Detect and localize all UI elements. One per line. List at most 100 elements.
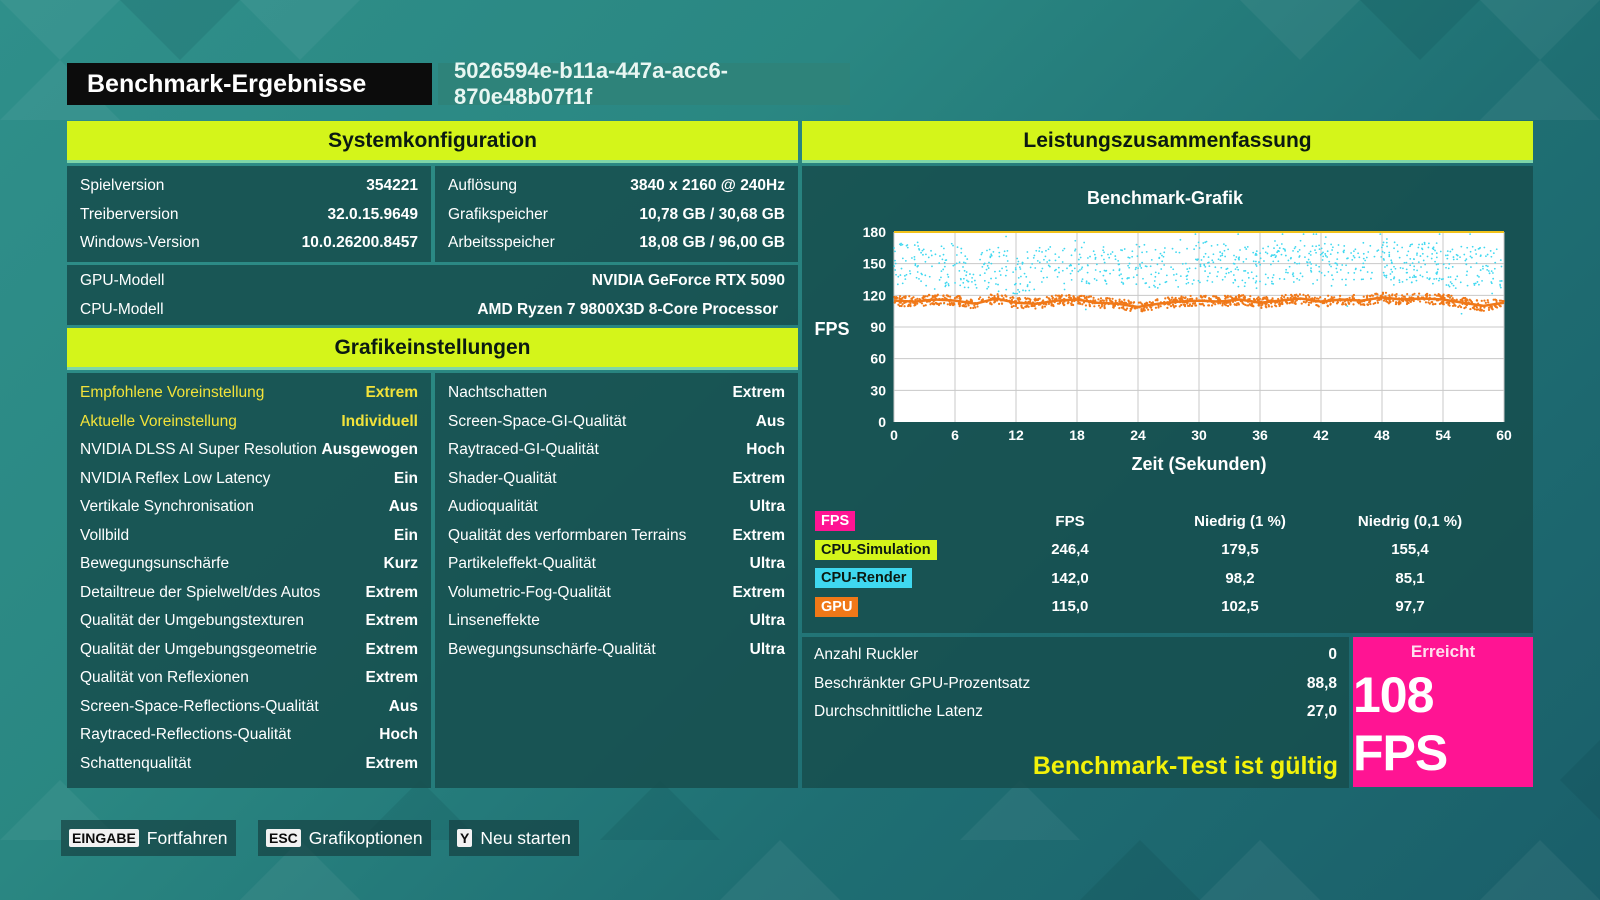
- cpu-render-point: [1142, 277, 1144, 280]
- cpu-render-point: [1153, 284, 1155, 287]
- cpu-render-point: [1239, 249, 1241, 251]
- cpu-render-point: [1315, 245, 1318, 248]
- cpu-render-point: [1226, 267, 1229, 270]
- cpu-render-point: [940, 270, 943, 273]
- gpu-point: [1487, 308, 1491, 312]
- windows-version-value: 10.0.26200.8457: [301, 234, 418, 252]
- cpu-render-point: [1170, 266, 1172, 269]
- cpu-render-point: [1424, 263, 1427, 266]
- gpu-point: [1233, 303, 1236, 306]
- cpu-render-point: [1366, 271, 1369, 273]
- setting-row: Schattenqualität Extrem: [80, 750, 418, 779]
- cpu-render-point: [1092, 250, 1095, 253]
- cpu-render-point: [1126, 277, 1129, 280]
- gpu-point: [1079, 302, 1082, 305]
- restart-button[interactable]: Y Neu starten: [449, 820, 579, 856]
- cpu-render-point: [1389, 273, 1392, 275]
- gpu-point: [1120, 300, 1123, 303]
- cpu-render-point: [1435, 263, 1438, 266]
- cpu-render-point: [989, 255, 992, 258]
- gpu-point: [1372, 302, 1375, 305]
- cpu-render-point: [1469, 233, 1471, 236]
- cpu-render-point: [962, 266, 964, 268]
- gpu-point: [1180, 295, 1183, 298]
- cpu-render-point: [1264, 283, 1267, 286]
- cpu-render-point: [1267, 245, 1270, 248]
- cpu-render-point: [1259, 257, 1262, 260]
- cpu-render-point: [1490, 282, 1493, 285]
- gpu-point: [1078, 295, 1081, 298]
- cpu-render-point: [1128, 266, 1131, 269]
- cpu-render-point: [909, 272, 912, 275]
- gpu-point: [1469, 299, 1472, 302]
- continue-button[interactable]: EINGABE Fortfahren: [61, 820, 236, 856]
- graphics-options-button[interactable]: ESC Grafikoptionen: [258, 820, 431, 856]
- cpu-render-point: [1492, 277, 1495, 280]
- cpu-render-point: [990, 254, 993, 257]
- cpu-render-point: [955, 262, 958, 265]
- cpu-render-point: [1154, 275, 1157, 278]
- gpu-point: [1237, 302, 1240, 305]
- gpu-point: [1130, 308, 1133, 311]
- gpu-point: [1226, 294, 1229, 297]
- cpu-render-point: [1321, 259, 1324, 261]
- cpu-render-point: [1301, 275, 1304, 278]
- cpu-render-point: [1474, 249, 1477, 251]
- gpu-point: [1463, 307, 1466, 310]
- x-tick-label: 12: [1008, 427, 1024, 443]
- cpu-render-point: [1118, 274, 1121, 277]
- gpu-point: [1412, 299, 1415, 303]
- gpu-point: [914, 303, 917, 306]
- cpu-render-point: [1164, 281, 1167, 284]
- cpu-render-point: [1158, 283, 1161, 286]
- gpu-point: [1140, 309, 1143, 313]
- cpu-render-point: [1423, 241, 1426, 244]
- cpu-render-point: [1221, 278, 1224, 281]
- cpu-render-point: [962, 277, 965, 280]
- y-tick-label: 0: [878, 414, 886, 430]
- column-header: FPS: [1055, 512, 1085, 530]
- gpu-point: [1459, 306, 1463, 309]
- gpu-point: [1382, 299, 1386, 302]
- cpu-render-point: [990, 253, 993, 256]
- gpu-point: [1099, 297, 1103, 300]
- gpu-point: [1241, 301, 1244, 305]
- cpu-render-point: [1005, 265, 1007, 268]
- gpu-point: [1173, 298, 1176, 301]
- gpu-point: [935, 294, 939, 297]
- cpu-render-point: [1487, 270, 1490, 272]
- cpu-render-point: [1408, 276, 1411, 279]
- cpu-render-point: [901, 282, 904, 285]
- cpu-render-point: [1432, 282, 1434, 285]
- cpu-render-point: [1238, 258, 1240, 261]
- cpu-render-point: [1471, 245, 1474, 248]
- gpu-point: [924, 295, 927, 298]
- gpu-point: [1371, 294, 1375, 297]
- cpu-render-point: [1278, 247, 1281, 249]
- cpu-render-point: [1426, 255, 1429, 258]
- cpu-render-point: [1369, 244, 1372, 247]
- cpu-render-point: [1270, 263, 1272, 266]
- gpu-point: [1224, 297, 1227, 300]
- gpu-point: [1329, 303, 1332, 306]
- cpu-render-point: [1069, 272, 1072, 275]
- cpu-render-point: [1219, 251, 1221, 253]
- cpu-render-point: [1216, 275, 1218, 278]
- gpu-point: [1418, 300, 1422, 303]
- gpu-point: [1225, 304, 1228, 307]
- cpu-render-point: [943, 247, 945, 250]
- gpu-point: [1072, 295, 1075, 298]
- cpu-render-point: [1329, 253, 1332, 256]
- cpu-render-point: [1475, 262, 1478, 265]
- gpu-point: [1043, 305, 1047, 308]
- cpu-render-point: [1435, 272, 1438, 275]
- cpu-render-point: [1175, 279, 1177, 282]
- gpu-point: [1256, 299, 1259, 302]
- gpu-point: [916, 302, 919, 305]
- cpu-render-point: [1102, 246, 1105, 248]
- setting-label: Empfohlene Voreinstellung: [80, 384, 265, 402]
- cpu-render-point: [1109, 253, 1112, 255]
- gpu-point: [931, 302, 935, 306]
- gpu-point: [1384, 291, 1388, 294]
- cpu-render-point: [1388, 251, 1391, 254]
